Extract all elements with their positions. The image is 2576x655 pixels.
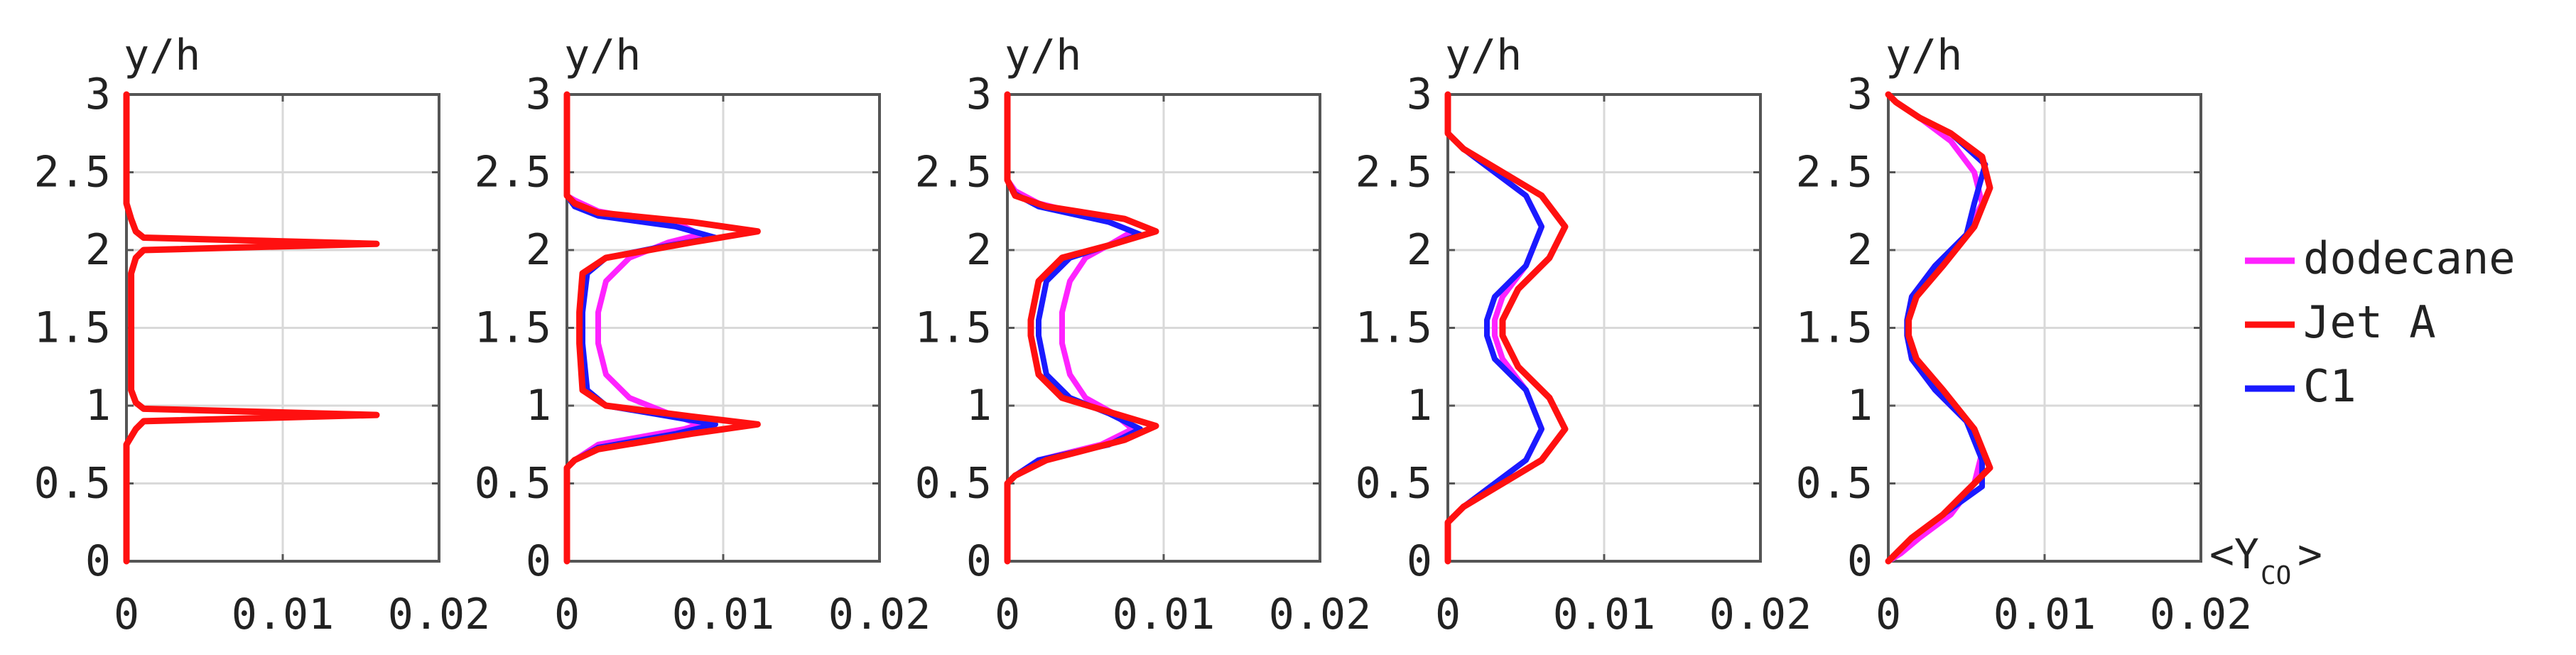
x-axis-label: <Y xyxy=(2209,530,2259,578)
y-tick-label: 1.5 xyxy=(1796,303,1873,353)
y-tick-label: 2.5 xyxy=(34,148,111,197)
x-tick-label: 0.02 xyxy=(1709,590,1812,639)
y-axis-label: y/h xyxy=(1005,31,1081,80)
y-tick-label: 3 xyxy=(1407,70,1432,119)
y-tick-label: 0.5 xyxy=(915,459,992,509)
x-tick-label: 0.02 xyxy=(2150,590,2253,639)
legend-label: C1 xyxy=(2303,360,2356,412)
series-line-c1 xyxy=(1445,92,1544,564)
y-tick-label: 0.5 xyxy=(34,459,111,509)
x-tick-label: 0.02 xyxy=(388,590,491,639)
legend-label: dodecane xyxy=(2303,232,2516,284)
y-tick-label: 2.5 xyxy=(1796,148,1873,197)
x-tick-label: 0 xyxy=(554,590,580,639)
x-tick-label: 0 xyxy=(1876,590,1901,639)
y-tick-label: 3 xyxy=(85,70,111,119)
y-tick-label: 0 xyxy=(966,536,992,586)
y-tick-label: 2 xyxy=(1847,225,1873,275)
legend-label: Jet A xyxy=(2303,296,2436,348)
y-tick-label: 1 xyxy=(1407,381,1432,431)
y-tick-label: 0 xyxy=(1847,536,1873,586)
series-line-jet-a xyxy=(1004,91,1159,565)
y-tick-label: 1 xyxy=(966,381,992,431)
y-tick-label: 2.5 xyxy=(1355,148,1432,197)
y-axis-label: y/h xyxy=(124,31,200,80)
y-tick-label: 3 xyxy=(966,70,992,119)
y-tick-label: 3 xyxy=(526,70,551,119)
x-tick-label: 0.01 xyxy=(672,590,775,639)
x-axis-label-subscript: CO xyxy=(2261,561,2291,590)
series-line-jet-a xyxy=(563,91,761,565)
y-tick-label: 1 xyxy=(85,381,111,431)
y-tick-label: 2.5 xyxy=(475,148,551,197)
y-tick-label: 0 xyxy=(1407,536,1432,586)
y-tick-label: 2 xyxy=(526,225,551,275)
y-axis-label: y/h xyxy=(1885,31,1962,80)
y-tick-label: 2 xyxy=(966,225,992,275)
x-axis-label-end: > xyxy=(2298,530,2322,578)
y-tick-label: 0 xyxy=(85,536,111,586)
y-tick-label: 0 xyxy=(526,536,551,586)
y-tick-label: 2 xyxy=(85,225,111,275)
x-tick-label: 0 xyxy=(1435,590,1461,639)
y-tick-label: 3 xyxy=(1847,70,1873,119)
y-tick-label: 1.5 xyxy=(475,303,551,353)
series-line-jet-a xyxy=(123,91,380,565)
x-tick-label: 0.02 xyxy=(828,590,931,639)
y-tick-label: 2.5 xyxy=(915,148,992,197)
y-tick-label: 0.5 xyxy=(1796,459,1873,509)
y-axis-label: y/h xyxy=(564,31,641,80)
x-tick-label: 0.02 xyxy=(1269,590,1372,639)
y-tick-label: 1 xyxy=(526,381,551,431)
x-tick-label: 0 xyxy=(995,590,1020,639)
y-tick-label: 2 xyxy=(1407,225,1432,275)
x-tick-label: 0.01 xyxy=(1113,590,1216,639)
y-tick-label: 0.5 xyxy=(475,459,551,509)
y-axis-label: y/h xyxy=(1445,31,1522,80)
series-line-jet-a xyxy=(1444,91,1569,565)
y-tick-label: 0.5 xyxy=(1355,459,1432,509)
x-tick-label: 0.01 xyxy=(1553,590,1656,639)
x-tick-label: 0.01 xyxy=(1993,590,2096,639)
x-tick-label: 0.01 xyxy=(232,590,335,639)
y-tick-label: 1.5 xyxy=(1355,303,1432,353)
series-line-jet-a xyxy=(1885,91,1993,565)
y-tick-label: 1.5 xyxy=(34,303,111,353)
x-tick-label: 0 xyxy=(114,590,139,639)
y-tick-label: 1.5 xyxy=(915,303,992,353)
y-tick-label: 1 xyxy=(1847,381,1873,431)
